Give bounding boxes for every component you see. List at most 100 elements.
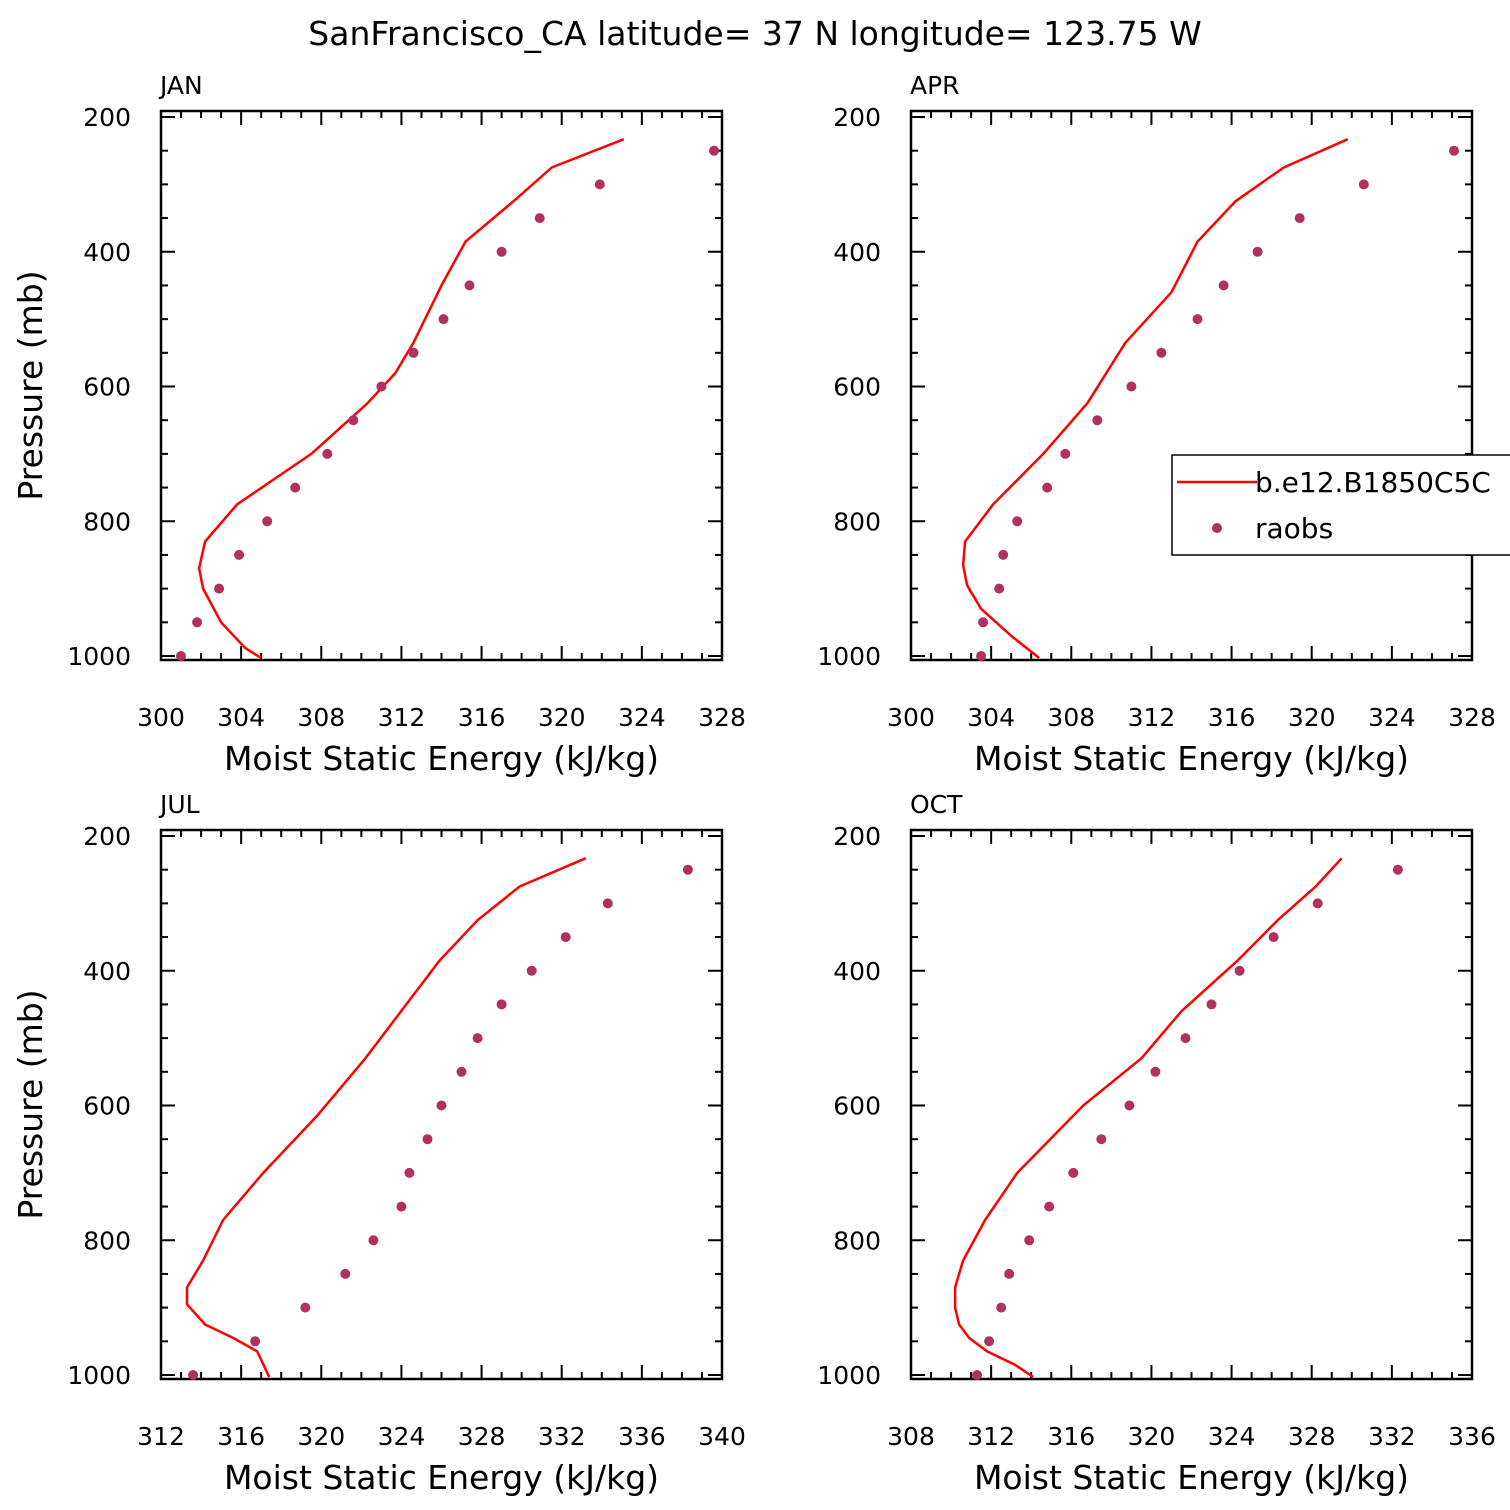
panel-label: JUL <box>158 790 200 819</box>
raobs-point <box>1294 213 1305 224</box>
raobs-point <box>976 651 987 661</box>
y-tick-label: 400 <box>833 238 881 267</box>
raobs-point <box>996 1302 1007 1313</box>
x-tick-label: 336 <box>618 1422 666 1451</box>
raobs-point <box>404 1167 415 1178</box>
raobs-point <box>1096 1134 1107 1145</box>
y-tick-label: 200 <box>833 103 881 132</box>
y-tick-label: 600 <box>833 373 881 402</box>
raobs-point <box>1042 482 1053 493</box>
x-tick-label: 332 <box>1368 1422 1416 1451</box>
raobs-point <box>250 1336 261 1347</box>
raobs-point <box>1234 965 1245 976</box>
y-tick-label: 1000 <box>817 642 881 671</box>
x-tick-label: 324 <box>1208 1422 1256 1451</box>
y-axis-title: Pressure (mb) <box>11 989 50 1219</box>
x-tick-label: 324 <box>618 703 666 732</box>
x-axis-title: Moist Static Energy (kJ/kg) <box>224 1458 659 1497</box>
raobs-point <box>594 179 605 190</box>
panel-label: APR <box>910 71 960 100</box>
raobs-point <box>368 1235 379 1246</box>
y-tick-label: 800 <box>83 1226 131 1255</box>
x-tick-label: 324 <box>1368 703 1416 732</box>
legend-label-obs: raobs <box>1255 512 1333 545</box>
raobs-point <box>998 549 1009 560</box>
raobs-point <box>1126 381 1137 392</box>
plot-frame <box>909 109 1474 662</box>
y-axis-title: Pressure (mb) <box>11 270 50 500</box>
panel-oct: OCT 308 312 316 320 324 328 332 336 200 400 600 800 1… <box>817 790 1495 1497</box>
raobs-point <box>262 516 273 527</box>
y-tick-label: 600 <box>833 1092 881 1121</box>
x-tick-label: 328 <box>1288 1422 1336 1451</box>
raobs-point <box>438 314 449 325</box>
x-tick-label: 316 <box>458 703 506 732</box>
x-tick-label: 304 <box>967 703 1015 732</box>
legend-box <box>1171 454 1510 556</box>
y-tick-label: 800 <box>83 507 131 536</box>
raobs-point <box>1012 516 1023 527</box>
y-tick-label: 200 <box>83 822 131 851</box>
raobs-point <box>972 1370 983 1380</box>
raobs-point <box>560 932 571 943</box>
plot-frame <box>909 828 1474 1381</box>
x-tick-label: 320 <box>297 1422 345 1451</box>
raobs-point <box>1180 1033 1191 1044</box>
x-tick-label: 312 <box>1128 703 1176 732</box>
raobs-point <box>290 482 301 493</box>
legend-dot-swatch <box>1212 523 1222 533</box>
raobs-point <box>1004 1268 1015 1279</box>
raobs-point <box>472 1033 483 1044</box>
raobs-point <box>1206 999 1217 1010</box>
raobs-point <box>534 213 545 224</box>
y-tick-label: 200 <box>83 103 131 132</box>
y-tick-label: 600 <box>83 1092 131 1121</box>
x-tick-label: 312 <box>967 1422 1015 1451</box>
x-tick-label: 320 <box>1128 1422 1176 1451</box>
x-tick-label: 328 <box>458 1422 506 1451</box>
raobs-point <box>1268 932 1279 943</box>
x-tick-label: 320 <box>1288 703 1336 732</box>
x-tick-label: 328 <box>1448 703 1496 732</box>
raobs-point <box>1092 415 1103 426</box>
raobs-point <box>1024 1235 1035 1246</box>
raobs-point <box>176 651 186 661</box>
y-tick-label: 800 <box>833 507 881 536</box>
x-axis-title: Moist Static Energy (kJ/kg) <box>974 1458 1409 1497</box>
raobs-point <box>192 617 203 628</box>
y-tick-label: 400 <box>83 238 131 267</box>
raobs-point <box>408 347 419 358</box>
raobs-point <box>1449 145 1459 156</box>
raobs-point <box>602 898 613 909</box>
x-tick-label: 340 <box>698 1422 746 1451</box>
plot-frame <box>159 109 724 662</box>
x-tick-label: 328 <box>698 703 746 732</box>
model-profile-line <box>953 857 1343 1379</box>
x-tick-label: 304 <box>217 703 265 732</box>
raobs-point <box>1150 1066 1161 1077</box>
raobs-point <box>1044 1201 1055 1212</box>
raobs-point <box>348 415 359 426</box>
raobs-point <box>340 1268 351 1279</box>
raobs-point <box>1312 898 1323 909</box>
raobs-point <box>984 1336 995 1347</box>
x-tick-label: 320 <box>538 703 586 732</box>
y-tick-label: 400 <box>83 957 131 986</box>
raobs-point <box>214 583 225 594</box>
raobs-point <box>496 999 507 1010</box>
raobs-point <box>188 1370 199 1380</box>
model-profile-line <box>185 857 587 1378</box>
raobs-point <box>526 965 537 976</box>
raobs-point <box>994 583 1005 594</box>
x-tick-label: 336 <box>1448 1422 1496 1451</box>
raobs-point <box>464 280 475 291</box>
raobs-point <box>1358 179 1369 190</box>
x-tick-label: 308 <box>887 1422 935 1451</box>
raobs-point <box>300 1302 311 1313</box>
y-tick-label: 400 <box>833 957 881 986</box>
model-profile-line <box>961 138 1349 659</box>
y-tick-label: 1000 <box>67 642 131 671</box>
legend-label-model: b.e12.B1850C5C <box>1255 466 1491 499</box>
raobs-point <box>1124 1100 1135 1111</box>
